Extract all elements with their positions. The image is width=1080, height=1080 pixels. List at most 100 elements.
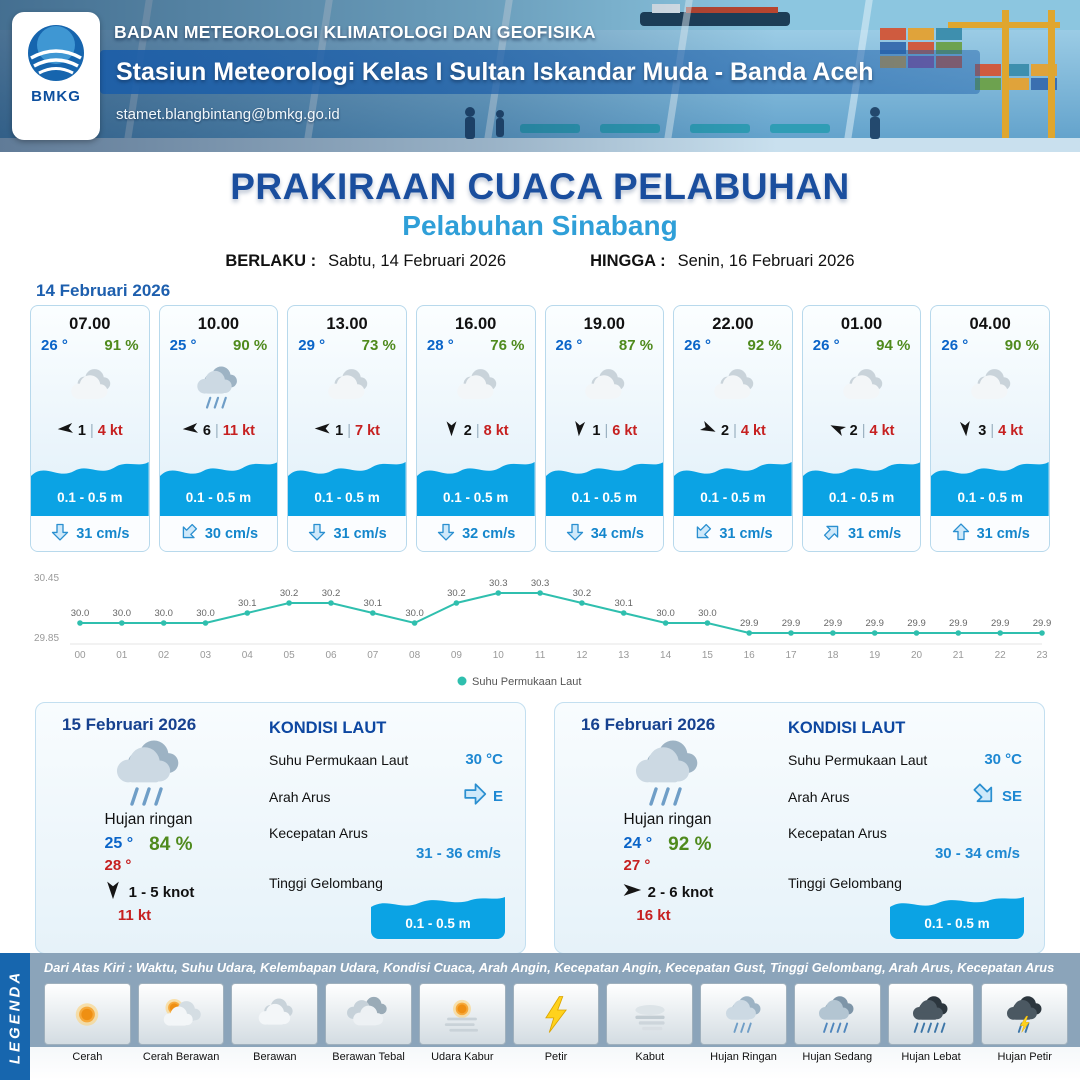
svg-text:10: 10 [493, 650, 505, 661]
svg-text:05: 05 [284, 650, 296, 661]
svg-text:30.3: 30.3 [531, 578, 550, 589]
svg-text:03: 03 [200, 650, 212, 661]
current-direction-label: Arah Arus [269, 788, 331, 805]
hourly-forecast-row: 07.00 26 ° 91 % 1 | 4 kt 0.1 - 0.5 m 31 cm/… [30, 305, 1050, 552]
sst-value: 30 °C [984, 751, 1022, 768]
wind-direction-icon [571, 420, 588, 441]
divider: | [990, 422, 995, 439]
svg-text:01: 01 [116, 650, 128, 661]
weather-icon [831, 354, 893, 420]
wind-direction-icon [829, 420, 846, 441]
wave-height: 0.1 - 0.5 m [957, 490, 1023, 505]
weather-icon [59, 354, 121, 420]
daily-weather-icon [101, 735, 197, 811]
card-time: 01.00 [840, 315, 883, 333]
current-speed: 31 cm/s [847, 525, 902, 542]
fog-icon [606, 983, 694, 1045]
svg-text:15: 15 [702, 650, 714, 661]
legend-description: Dari Atas Kiri : Waktu, Suhu Udara, Kele… [44, 960, 1055, 975]
daily-date: 15 Februari 2026 [62, 715, 197, 734]
legend-vertical-band: LEGENDA [0, 953, 30, 1080]
divider: | [89, 422, 94, 439]
weather-icon [959, 354, 1021, 420]
daily-wave-height: 0.1 - 0.5 m [405, 916, 471, 931]
card-humidity: 90 % [233, 337, 268, 354]
svg-text:13: 13 [618, 650, 630, 661]
forecast-card: 10.00 25 ° 90 % 6 | 11 kt 0.1 - 0.5 m 30 cm… [158, 305, 279, 552]
heavy-rain-icon [887, 983, 975, 1045]
svg-text:30.0: 30.0 [656, 608, 675, 619]
card-humidity: 73 % [361, 337, 396, 354]
forecast-card: 07.00 26 ° 91 % 1 | 4 kt 0.1 - 0.5 m 31 cm/… [30, 305, 150, 552]
daily-current-icon [971, 781, 997, 812]
legend-item: Hujan Sedang [793, 983, 881, 1063]
daily-wind-gust: 16 kt [636, 907, 671, 925]
legend-item: Cerah [44, 983, 131, 1063]
svg-text:09: 09 [451, 650, 463, 661]
daily-wind-speed: 2 - 6 knot [647, 883, 714, 901]
daily-card: 16 Februari 2026 Hujan ringan 24 ° 27 ° … [554, 702, 1045, 954]
svg-text:00: 00 [74, 650, 86, 661]
svg-text:30.1: 30.1 [614, 598, 633, 609]
current-direction-icon [307, 522, 327, 546]
wave-height: 0.1 - 0.5 m [571, 490, 637, 505]
svg-text:Suhu Permukaan Laut: Suhu Permukaan Laut [472, 676, 581, 688]
current-speed: 32 cm/s [462, 525, 516, 542]
legend-section: LEGENDA Dari Atas Kiri : Waktu, Suhu Uda… [0, 953, 1080, 1080]
wave-height-band: 0.1 - 0.5 m [288, 450, 406, 516]
card-temperature: 26 ° [941, 337, 969, 354]
current-direction-icon [50, 522, 70, 546]
daily-wind-gust: 11 kt [117, 907, 152, 925]
wind-speed: 6 [202, 422, 211, 439]
legend-vertical-label: LEGENDA [6, 969, 24, 1064]
wind-gust: 4 kt [740, 422, 766, 439]
legend-item: Petir [512, 983, 600, 1063]
forecast-card: 04.00 26 ° 90 % 3 | 4 kt 0.1 - 0.5 m 31 cm/… [930, 305, 1050, 552]
legend-item: Berawan [231, 983, 319, 1063]
card-time: 07.00 [69, 315, 111, 333]
wave-height-band: 0.1 - 0.5 m [31, 450, 149, 516]
divider: | [604, 422, 609, 439]
bmkg-logo-icon [27, 24, 85, 82]
divider: | [347, 422, 351, 439]
svg-text:30.0: 30.0 [71, 608, 90, 619]
wave-height: 0.1 - 0.5 m [57, 490, 123, 505]
wave-height: 0.1 - 0.5 m [185, 490, 252, 505]
berlaku-label: BERLAKU : [225, 252, 317, 270]
thick-cloud-icon [325, 983, 412, 1045]
svg-text:21: 21 [953, 650, 965, 661]
legend-items-row: Cerah Cerah Berawan Berawan Berawan Teba… [44, 983, 1069, 1063]
divider: | [861, 422, 866, 439]
daily-card: 15 Februari 2026 Hujan ringan 25 ° 28 ° … [35, 702, 526, 954]
wind-speed: 1 [592, 422, 601, 439]
svg-text:29.9: 29.9 [865, 618, 884, 629]
current-speed-label: Kecepatan Arus [269, 825, 368, 841]
daily-humidity: 92 % [668, 834, 712, 855]
card-time: 19.00 [583, 315, 625, 333]
svg-text:19: 19 [869, 650, 881, 661]
svg-text:30.1: 30.1 [364, 598, 383, 609]
divider: | [475, 422, 480, 439]
sst-label: Suhu Permukaan Laut [788, 751, 928, 768]
sea-condition-title: KONDISI LAUT [788, 719, 906, 737]
port-name: Pelabuhan Sinabang [402, 210, 678, 241]
card-temperature: 26 ° [812, 337, 840, 354]
svg-text:11: 11 [535, 650, 546, 661]
forecast-card: 19.00 26 ° 87 % 1 | 6 kt 0.1 - 0.5 m 34 cm/… [544, 305, 665, 552]
svg-text:30.0: 30.0 [405, 608, 424, 619]
daily-wave-box: 0.1 - 0.5 m [371, 889, 505, 939]
daily-date: 16 Februari 2026 [581, 715, 716, 734]
weather-icon [573, 354, 635, 420]
wind-gust: 7 kt [354, 422, 380, 439]
card-time: 16.00 [455, 315, 497, 333]
station-name: Stasiun Meteorologi Kelas I Sultan Iskan… [100, 50, 980, 94]
wind-speed: 2 [463, 422, 472, 439]
sea-condition-title: KONDISI LAUT [269, 719, 387, 737]
current-direction-icon [693, 522, 713, 546]
wave-height-label: Tinggi Gelombang [788, 875, 902, 891]
legend-item: Hujan Petir [981, 983, 1069, 1063]
page-title: PRAKIRAAN CUACA PELABUHAN [230, 166, 850, 207]
current-direction-icon [436, 522, 456, 546]
wave-height-band: 0.1 - 0.5 m [674, 450, 792, 516]
